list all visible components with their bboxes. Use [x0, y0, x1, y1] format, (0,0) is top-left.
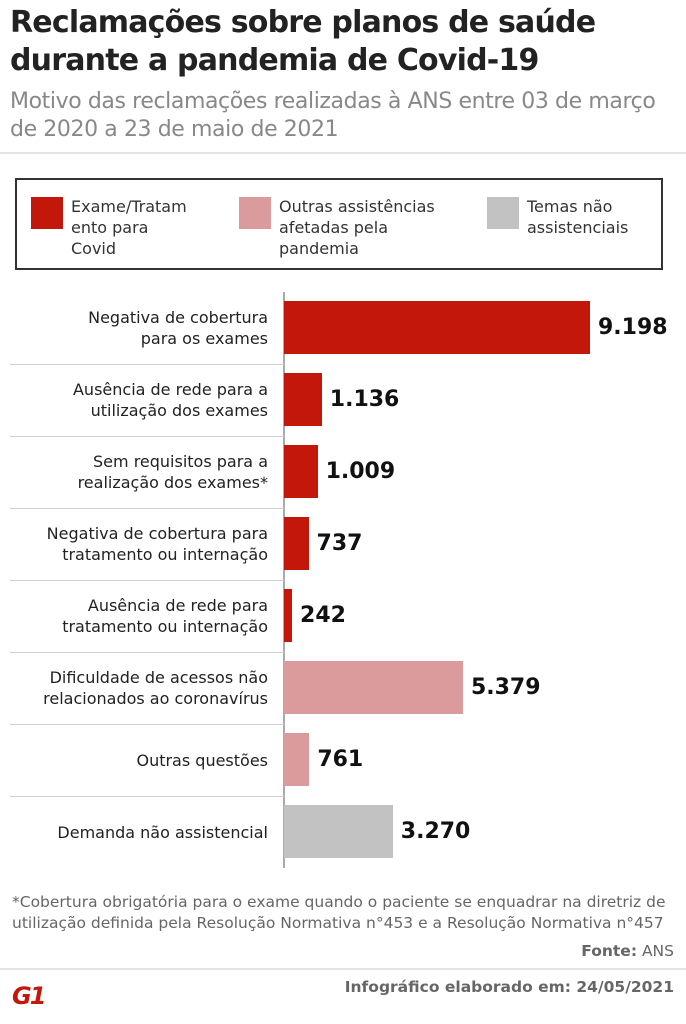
- legend-label-line: assistenciais: [527, 218, 629, 237]
- category-label-line: relacionados ao coronavírus: [43, 689, 268, 708]
- category-label: Sem requisitos para a realização dos exam…: [10, 436, 268, 508]
- bar: [284, 373, 322, 426]
- category-label-line: tratamento ou internação: [62, 617, 268, 636]
- legend-item: Exame/Tratam ento para Covid: [31, 196, 187, 259]
- row-divider: [10, 364, 284, 365]
- value-label: 737: [316, 531, 363, 556]
- legend-label-line: Exame/Tratam: [71, 197, 187, 216]
- bar: [284, 661, 463, 714]
- source: Fonte: ANS: [581, 942, 674, 960]
- category-label: Negativa de cobertura para os exames: [10, 292, 268, 364]
- row-divider: [10, 796, 284, 797]
- row-divider: [10, 436, 284, 437]
- category-label-line: Outras questões: [136, 750, 268, 770]
- bar: [284, 805, 393, 858]
- footnote-line: *Cobertura obrigatória para o exame quan…: [12, 893, 666, 911]
- category-label: Ausência de rede para tratamento ou inter…: [10, 580, 268, 652]
- value-label: 242: [300, 603, 346, 628]
- category-label-line: Dificuldade de acessos não: [49, 668, 268, 687]
- legend-label-line: ento para: [71, 218, 149, 237]
- legend-swatch: [31, 197, 63, 229]
- divider: [0, 152, 686, 154]
- category-label-line: utilização dos exames: [90, 401, 268, 420]
- category-label-line: para os exames: [140, 329, 268, 348]
- value-label: 1.009: [325, 459, 396, 484]
- value-label: 1.136: [329, 387, 400, 412]
- bar: [284, 445, 318, 498]
- y-axis-line: [283, 292, 285, 868]
- category-label: Demanda não assistencial: [10, 796, 268, 868]
- legend-label-line: Outras assistências: [279, 197, 435, 216]
- row-divider: [10, 724, 284, 725]
- category-label-line: Demanda não assistencial: [57, 822, 268, 842]
- bar: [284, 589, 293, 642]
- legend-label: Outras assistências afetadas pela pandemia: [279, 196, 435, 259]
- bar: [284, 517, 309, 570]
- value-label: 761: [317, 747, 364, 772]
- category-label-line: Ausência de rede para a: [72, 380, 268, 399]
- legend-label-line: afetadas pela: [279, 218, 388, 237]
- legend-label: Exame/Tratam ento para Covid: [71, 196, 187, 259]
- category-label: Negativa de cobertura para tratamento ou …: [10, 508, 268, 580]
- category-label: Ausência de rede para a utilização dos ex…: [10, 364, 268, 436]
- category-label-line: Sem requisitos para a: [93, 452, 268, 471]
- footnote: *Cobertura obrigatória para o exame quan…: [12, 892, 682, 934]
- value-label: 9.198: [598, 315, 668, 340]
- bar: [284, 733, 310, 786]
- category-label-line: realização dos exames*: [77, 473, 268, 492]
- legend-label-line: Temas não: [527, 197, 613, 216]
- category-label-line: Negativa de cobertura: [88, 308, 268, 327]
- made-date: Infográfico elaborado em: 24/05/2021: [344, 978, 674, 996]
- category-label: Dificuldade de acessos não relacionados a…: [10, 652, 268, 724]
- source-label: Fonte:: [581, 942, 638, 960]
- category-label-line: tratamento ou internação: [62, 545, 268, 564]
- chart-subtitle: Motivo das reclamações realizadas à ANS …: [10, 89, 656, 142]
- category-label: Outras questões: [10, 724, 268, 796]
- legend-item: Temas não assistenciais: [487, 196, 628, 238]
- legend-swatch: [487, 197, 519, 229]
- g1-logo: G1: [12, 982, 46, 1010]
- value-label: 3.270: [400, 819, 471, 844]
- row-divider: [10, 652, 284, 653]
- chart-title: Reclamações sobre planos de saúde durant…: [10, 5, 596, 78]
- row-divider: [10, 508, 284, 509]
- legend-item: Outras assistências afetadas pela pandemia: [239, 196, 435, 259]
- legend-label: Temas não assistenciais: [527, 196, 628, 238]
- footnote-line: utilização definida pela Resolução Norma…: [12, 914, 664, 932]
- row-divider: [10, 580, 284, 581]
- legend-swatch: [239, 197, 271, 229]
- category-label-line: Ausência de rede para: [87, 596, 268, 615]
- divider: [0, 968, 686, 970]
- category-label-line: Negativa de cobertura para: [46, 524, 268, 543]
- bar: [284, 301, 590, 354]
- legend-label-line: pandemia: [279, 239, 359, 258]
- source-value: ANS: [641, 942, 674, 960]
- legend-label-line: Covid: [71, 239, 117, 258]
- legend: Exame/Tratam ento para Covid Outras assistê…: [15, 178, 663, 270]
- value-label: 5.379: [470, 675, 541, 700]
